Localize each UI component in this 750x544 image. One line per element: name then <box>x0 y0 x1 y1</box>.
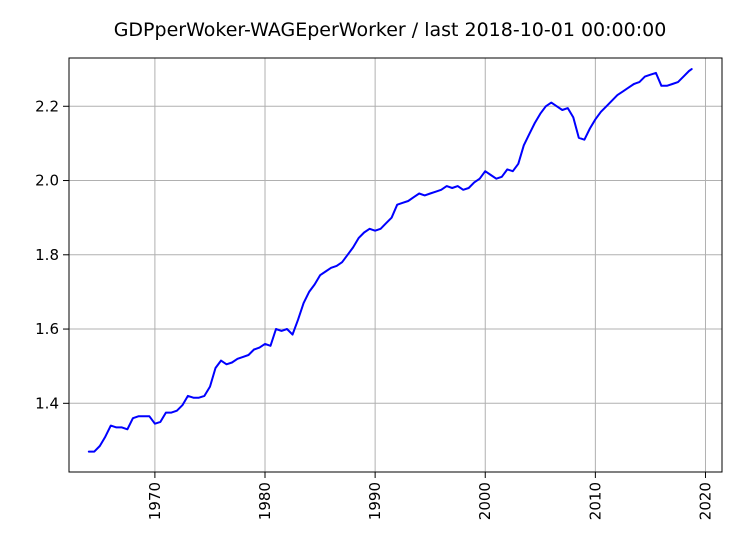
axis-ticks <box>63 105 706 478</box>
y-tick-label: 1.4 <box>35 394 59 412</box>
plot-frame <box>68 57 723 473</box>
x-tick-label: 1970 <box>146 482 164 520</box>
y-tick-label: 1.6 <box>35 320 59 338</box>
x-tick-label: 1990 <box>366 482 384 520</box>
chart-title: GDPperWoker-WAGEperWorker / last 2018-10… <box>114 19 667 41</box>
y-tick-label: 2.0 <box>35 172 59 190</box>
axis-tick-labels: 1970 1980 1990 2000 2010 2020 1.4 1.6 1.8 2.0 2.2 <box>35 97 714 520</box>
x-tick-label: 1980 <box>256 482 274 520</box>
y-tick-label: 2.2 <box>35 97 59 115</box>
x-tick-label: 2000 <box>476 482 494 520</box>
series-layer <box>87 68 693 453</box>
x-tick-label: 2010 <box>586 482 604 520</box>
x-tick-label: 2020 <box>696 482 714 520</box>
y-tick-label: 1.8 <box>35 246 59 264</box>
series-line <box>87 68 693 453</box>
grid <box>69 58 722 472</box>
